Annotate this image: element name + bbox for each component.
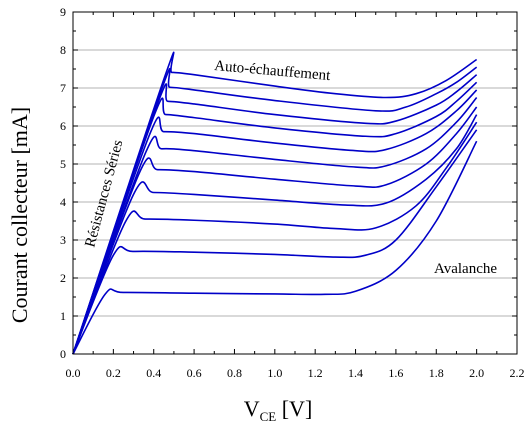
x-axis-title-main: V	[244, 396, 260, 421]
curve-8	[72, 81, 478, 355]
y-tick-label: 4	[60, 195, 66, 209]
x-tick-label: 1.8	[429, 366, 444, 380]
curve-3	[72, 121, 478, 355]
x-tick-label: 0.2	[106, 366, 121, 380]
y-tick-label: 8	[60, 43, 66, 57]
x-axis-title-unit: [V]	[276, 396, 312, 421]
plot-frame	[72, 11, 518, 355]
curve-4	[72, 114, 478, 355]
x-tick-label: 2.2	[510, 366, 525, 380]
x-tick-label: 0.6	[187, 366, 202, 380]
curve-9	[72, 74, 478, 355]
curve-1	[72, 140, 478, 355]
y-tick-label: 6	[60, 119, 66, 133]
curve-6	[72, 96, 478, 355]
y-tick-label: 3	[60, 233, 66, 247]
x-axis-title: VCE [V]	[244, 396, 313, 424]
x-tick-label: 0.8	[227, 366, 242, 380]
curve-7	[72, 89, 478, 355]
annotation-avalanche: Avalanche	[434, 261, 497, 277]
x-tick-label: 1.4	[348, 366, 363, 380]
x-tick-label: 2.0	[469, 366, 484, 380]
y-tick-label: 7	[60, 81, 66, 95]
grid-lines	[73, 49, 517, 317]
ticks	[72, 11, 518, 355]
curve-5	[72, 106, 478, 355]
x-tick-label: 0.0	[66, 366, 81, 380]
y-tick-label: 5	[60, 157, 66, 171]
y-tick-label: 9	[60, 5, 66, 19]
x-tick-label: 1.2	[308, 366, 323, 380]
y-tick-label: 1	[60, 309, 66, 323]
curve-10	[72, 66, 478, 355]
x-axis-title-subscript: CE	[260, 409, 277, 424]
curve-2	[72, 129, 478, 355]
tick-labels: 0 1 2 3 4 5 6 7 8 9 0.0 0.2 0.4 0.6 0.8 1.0 1.2 1.4 1.6 1.8…	[60, 5, 525, 380]
x-tick-label: 1.6	[388, 366, 403, 380]
y-tick-label: 0	[60, 347, 66, 361]
curve-11	[72, 51, 478, 355]
y-axis-title: Courant collecteur [mA]	[7, 107, 32, 323]
x-tick-label: 0.4	[146, 366, 161, 380]
y-tick-label: 2	[60, 271, 66, 285]
curves	[72, 51, 478, 355]
x-tick-label: 1.0	[267, 366, 282, 380]
